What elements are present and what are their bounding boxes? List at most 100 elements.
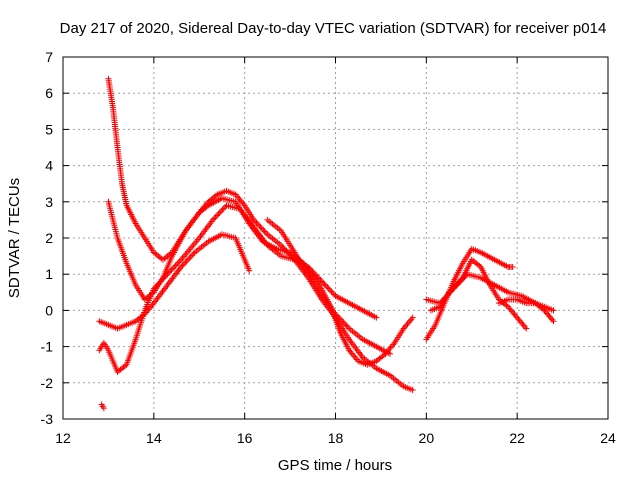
data-point	[153, 282, 160, 289]
series-track-e	[264, 216, 393, 357]
data-point	[164, 271, 171, 278]
data-point	[188, 252, 195, 259]
y-tick-label: 2	[45, 230, 53, 246]
data-point	[310, 269, 317, 276]
data-marks	[96, 75, 557, 412]
data-point	[325, 285, 332, 292]
data-point	[331, 291, 338, 298]
data-point	[458, 276, 465, 283]
data-point	[456, 277, 463, 284]
data-point	[447, 287, 454, 294]
data-point	[254, 221, 261, 228]
data-point	[455, 279, 462, 286]
data-point	[160, 275, 167, 282]
y-tick-label: 6	[45, 85, 53, 101]
data-point	[340, 319, 347, 326]
data-point	[309, 268, 316, 275]
data-point	[167, 268, 174, 275]
data-point	[176, 258, 183, 265]
x-tick-label: 14	[146, 430, 162, 446]
data-point	[260, 227, 267, 234]
grid-lines	[63, 57, 608, 419]
data-point	[211, 215, 218, 222]
data-point	[173, 261, 180, 268]
data-point	[220, 205, 227, 212]
x-tick-label: 24	[600, 430, 616, 446]
data-point	[312, 271, 319, 278]
data-point	[328, 288, 335, 295]
x-tick-label: 16	[237, 430, 253, 446]
data-point	[263, 229, 270, 236]
x-axis-label: GPS time / hours	[278, 457, 392, 474]
data-point	[215, 211, 222, 218]
data-point	[175, 259, 182, 266]
data-point	[216, 209, 223, 216]
data-point	[168, 266, 175, 273]
data-point	[172, 262, 179, 269]
data-point	[454, 280, 461, 287]
data-point	[100, 405, 107, 412]
data-point	[178, 263, 185, 270]
data-point	[169, 265, 176, 272]
data-point	[322, 282, 329, 289]
data-point	[344, 324, 351, 331]
data-point	[450, 284, 457, 291]
data-point	[324, 284, 331, 291]
data-point	[209, 216, 216, 223]
data-point	[159, 276, 166, 283]
data-point	[321, 281, 328, 288]
data-point	[409, 314, 416, 321]
data-point	[150, 285, 157, 292]
data-point	[218, 208, 225, 215]
data-point	[316, 275, 323, 282]
data-point	[258, 225, 265, 232]
data-point	[307, 266, 314, 273]
data-point	[161, 274, 168, 281]
data-point	[253, 219, 260, 226]
data-point	[329, 290, 336, 297]
data-point	[335, 313, 342, 320]
y-tick-label: -1	[41, 339, 54, 355]
data-point	[313, 272, 320, 279]
data-point	[212, 214, 219, 221]
data-point	[278, 242, 284, 249]
y-tick-label: 5	[45, 121, 53, 137]
series-track-i	[496, 296, 557, 314]
data-point	[250, 216, 257, 223]
data-point	[256, 222, 263, 229]
data-point	[182, 259, 189, 266]
data-point	[246, 267, 253, 274]
chart-title: Day 217 of 2020, Sidereal Day-to-day VTE…	[60, 20, 607, 37]
data-point	[183, 258, 190, 265]
data-point	[180, 261, 187, 268]
series-track-j	[98, 401, 107, 412]
data-point	[213, 212, 220, 219]
y-tick-label: 4	[45, 158, 53, 174]
data-point	[342, 321, 349, 328]
data-point	[257, 224, 264, 231]
data-point	[409, 387, 416, 394]
data-point	[373, 314, 380, 321]
data-point	[387, 350, 393, 357]
data-point	[163, 272, 170, 279]
data-point	[336, 315, 343, 322]
data-point	[332, 311, 339, 318]
y-tick-label: 3	[45, 194, 53, 210]
data-point	[184, 256, 191, 263]
y-tick-label: -2	[41, 375, 54, 391]
data-point	[327, 287, 334, 294]
data-point	[523, 325, 530, 332]
data-point	[152, 284, 159, 291]
data-point	[222, 203, 229, 210]
series-track-d	[96, 202, 380, 375]
y-tick-label: -3	[41, 411, 54, 427]
data-point	[156, 279, 163, 286]
data-point	[343, 322, 350, 329]
data-point	[252, 218, 259, 225]
data-point	[337, 316, 344, 323]
data-point	[317, 276, 324, 283]
data-point	[509, 263, 516, 270]
y-tick-label: 0	[45, 302, 53, 318]
